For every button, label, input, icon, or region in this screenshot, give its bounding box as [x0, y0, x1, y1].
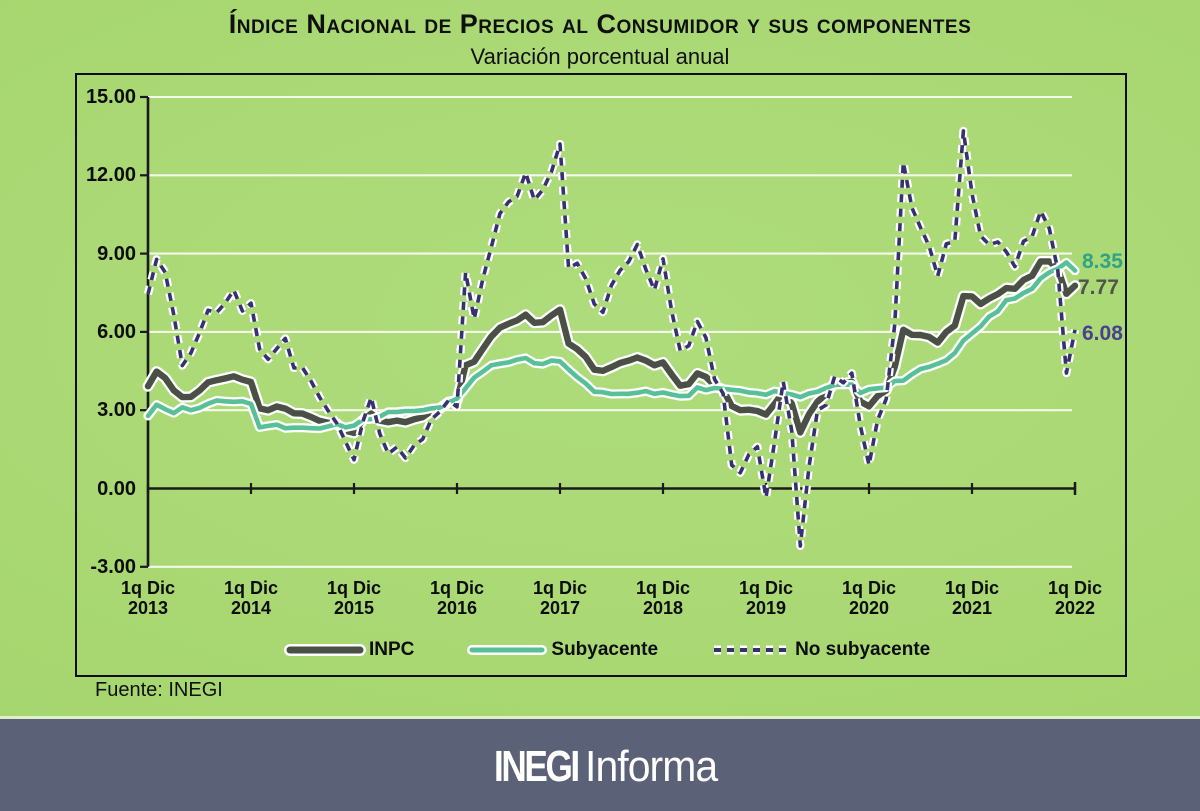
subyacente-line-swatch-icon — [467, 645, 548, 655]
x-axis-label: 1q Dic 2020 — [841, 578, 897, 618]
x-axis-label: 1q Dic 2014 — [223, 578, 279, 618]
y-axis-label: -3.00 — [90, 555, 136, 578]
inegi-informa-wordmark: Informa — [584, 741, 718, 791]
inpc-line-swatch-icon — [284, 644, 366, 656]
x-axis-label: 1q Dic 2016 — [429, 578, 485, 618]
x-axis-label: 1q Dic 2021 — [944, 578, 1000, 618]
y-axis-label: 3.00 — [97, 399, 136, 422]
legend: INPC Subyacente No subyacente — [284, 639, 930, 661]
legend-item-no-subyacente: No subyacente — [710, 639, 930, 661]
subyacente-end-value: 8.35 — [1082, 250, 1123, 273]
y-axis-label: 12.00 — [85, 164, 136, 187]
inegi-logo: INEGI — [493, 741, 580, 791]
x-axis-label: 1q Dic 2022 — [1047, 578, 1103, 618]
x-axis-label: 1q Dic 2015 — [326, 578, 382, 618]
no-subyacente-end-value: 6.08 — [1082, 322, 1123, 345]
legend-label-inpc: INPC — [369, 639, 415, 660]
legend-item-inpc: INPC — [284, 639, 414, 661]
footer-banner: INEGI Informa — [0, 716, 1200, 811]
y-axis-label: 15.00 — [85, 86, 136, 108]
legend-label-subyacente: Subyacente — [551, 639, 659, 660]
x-axis-label: 1q Dic 2017 — [532, 578, 588, 618]
y-axis-label: 9.00 — [97, 242, 136, 265]
no-subyacente-dashed-swatch-icon — [714, 645, 789, 655]
x-axis-label: 1q Dic 2013 — [120, 578, 176, 618]
x-axis-label: 1q Dic 2019 — [738, 578, 794, 618]
y-axis-label: 6.00 — [97, 320, 136, 343]
source-note: Fuente: INEGI — [95, 679, 223, 701]
legend-item-subyacente: Subyacente — [466, 639, 658, 661]
inpc-end-value: 7.77 — [1078, 276, 1119, 299]
x-axis-label: 1q Dic 2018 — [635, 578, 691, 618]
y-axis-label: 0.00 — [97, 477, 136, 500]
legend-label-no-subyacente: No subyacente — [795, 639, 931, 660]
chart-subtitle: Variación porcentual anual — [470, 44, 730, 69]
chart-frame — [75, 73, 1127, 677]
chart-title: Índice Nacional de Precios al Consumidor… — [228, 9, 972, 39]
